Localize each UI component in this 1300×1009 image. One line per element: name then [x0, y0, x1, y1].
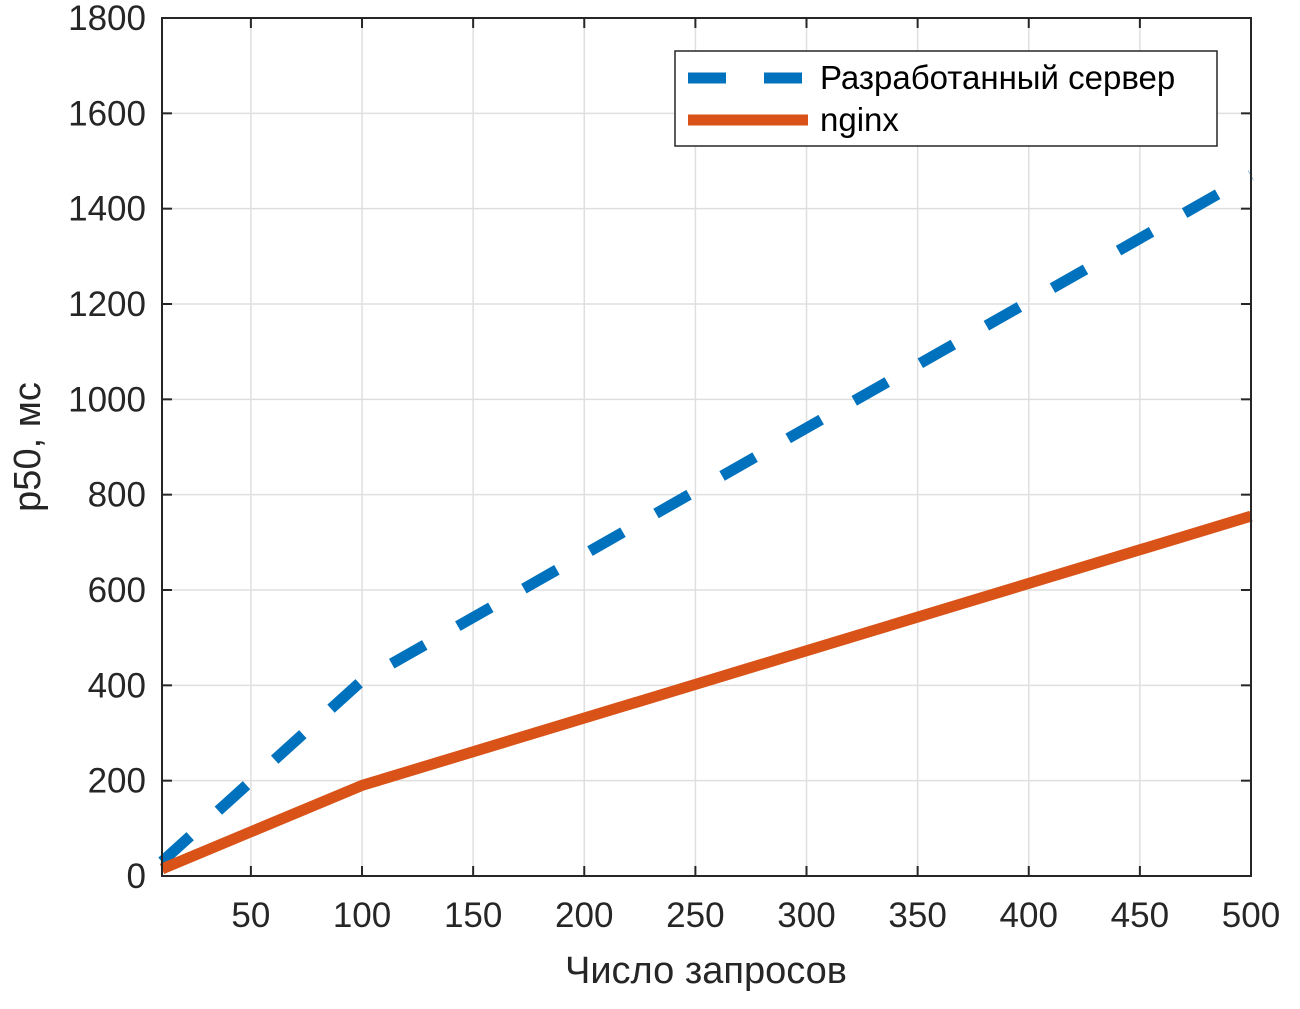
x-tick-label: 50	[231, 896, 270, 935]
legend-box	[674, 50, 1218, 147]
y-tick-label: 1800	[68, 0, 146, 38]
legend-label-1: Разработанный сервер	[820, 59, 1175, 96]
x-axis-label: Число запросов	[565, 950, 847, 992]
x-tick-label: 300	[777, 896, 835, 935]
series-line-2	[159, 510, 1253, 874]
y-tick-label: 800	[88, 476, 146, 515]
x-tick-label: 200	[555, 896, 613, 935]
legend-entries: Разработанный сервер nginx	[688, 59, 1175, 138]
y-tick-label: 400	[88, 666, 146, 705]
x-tick-label: 350	[888, 896, 946, 935]
legend: Разработанный сервер nginx	[674, 50, 1218, 147]
y-tick-label: 1000	[68, 380, 146, 419]
x-tick-label: 450	[1111, 896, 1169, 935]
y-tick-label: 1600	[68, 94, 146, 133]
x-tick-label: 250	[666, 896, 724, 935]
series-line-1	[158, 170, 1254, 866]
x-tick-label: 500	[1222, 896, 1280, 935]
y-axis-label: p50, мс	[7, 382, 49, 512]
x-tick-label: 150	[444, 896, 502, 935]
y-tick-label: 200	[88, 762, 146, 801]
plot-frame	[161, 17, 1252, 877]
y-tick-label: 600	[88, 571, 146, 610]
y-tick-label: 1200	[68, 285, 146, 324]
y-tick-label: 1400	[68, 190, 146, 229]
x-tick-label: 400	[1000, 896, 1058, 935]
x-tick-label: 100	[333, 896, 391, 935]
legend-label-2: nginx	[820, 101, 899, 138]
series-group	[158, 170, 1254, 874]
y-tick-label: 0	[127, 857, 146, 896]
tick-labels: 50 100 150 200 250 300 350 400 450 500 0 200 400 600 8…	[68, 0, 1280, 935]
axis-ticks	[162, 17, 1252, 877]
